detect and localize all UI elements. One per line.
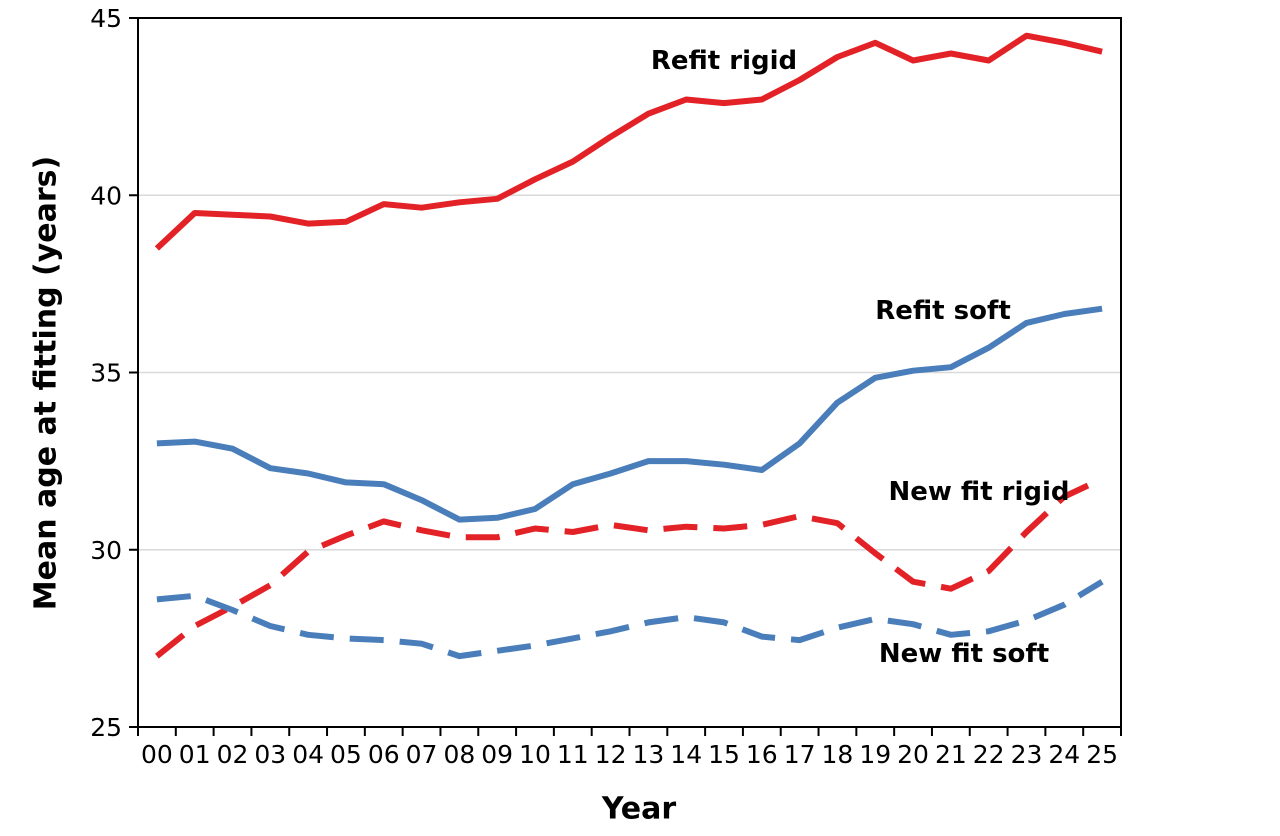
y-tick-label: 45 xyxy=(90,4,122,33)
series-line-refit-rigid xyxy=(154,32,1103,251)
series-label-refit-rigid: Refit rigid xyxy=(650,46,798,76)
series-label-new-fit-rigid: New fit rigid xyxy=(888,477,1070,507)
x-tick-label: 02 xyxy=(217,740,249,769)
series-line-new-fit-rigid xyxy=(155,476,1104,659)
x-tick-label: 25 xyxy=(1086,740,1118,769)
x-tick-label: 19 xyxy=(859,740,891,769)
x-tick-label: 17 xyxy=(784,740,816,769)
x-tick-label: 11 xyxy=(557,740,589,769)
x-tick-label: 14 xyxy=(670,740,702,769)
x-tick-label: 01 xyxy=(179,740,211,769)
y-axis-title: Mean age at fitting (years) xyxy=(28,155,64,611)
x-tick-label: 16 xyxy=(746,740,778,769)
x-tick-label: 21 xyxy=(935,740,967,769)
x-tick-label: 09 xyxy=(481,740,513,769)
x-tick-label: 08 xyxy=(443,740,475,769)
y-tick-label: 30 xyxy=(90,536,122,565)
y-tick-label: 25 xyxy=(90,713,122,742)
x-tick-label: 05 xyxy=(330,740,362,769)
y-tick-label: 35 xyxy=(90,359,122,388)
x-tick-label: 22 xyxy=(973,740,1005,769)
x-tick-label: 07 xyxy=(406,740,438,769)
x-tick-label: 00 xyxy=(141,740,173,769)
series-line-refit-soft xyxy=(156,305,1103,523)
x-tick-label: 15 xyxy=(708,740,740,769)
x-tick-label: 13 xyxy=(632,740,664,769)
x-tick-label: 23 xyxy=(1011,740,1043,769)
x-tick-label: 18 xyxy=(822,740,854,769)
x-tick-label: 06 xyxy=(368,740,400,769)
series-line-new-fit-soft xyxy=(156,579,1104,660)
y-tick-label: 40 xyxy=(90,181,122,210)
series-label-new-fit-soft: New fit soft xyxy=(878,639,1050,669)
x-axis-title: Year xyxy=(601,791,677,827)
x-tick-label: 04 xyxy=(292,740,324,769)
series-label-refit-soft: Refit soft xyxy=(875,296,1011,326)
x-tick-label: 20 xyxy=(897,740,929,769)
x-tick-label: 12 xyxy=(595,740,627,769)
x-tick-label: 03 xyxy=(254,740,286,769)
x-tick-label: 24 xyxy=(1048,740,1080,769)
x-tick-label: 10 xyxy=(519,740,551,769)
